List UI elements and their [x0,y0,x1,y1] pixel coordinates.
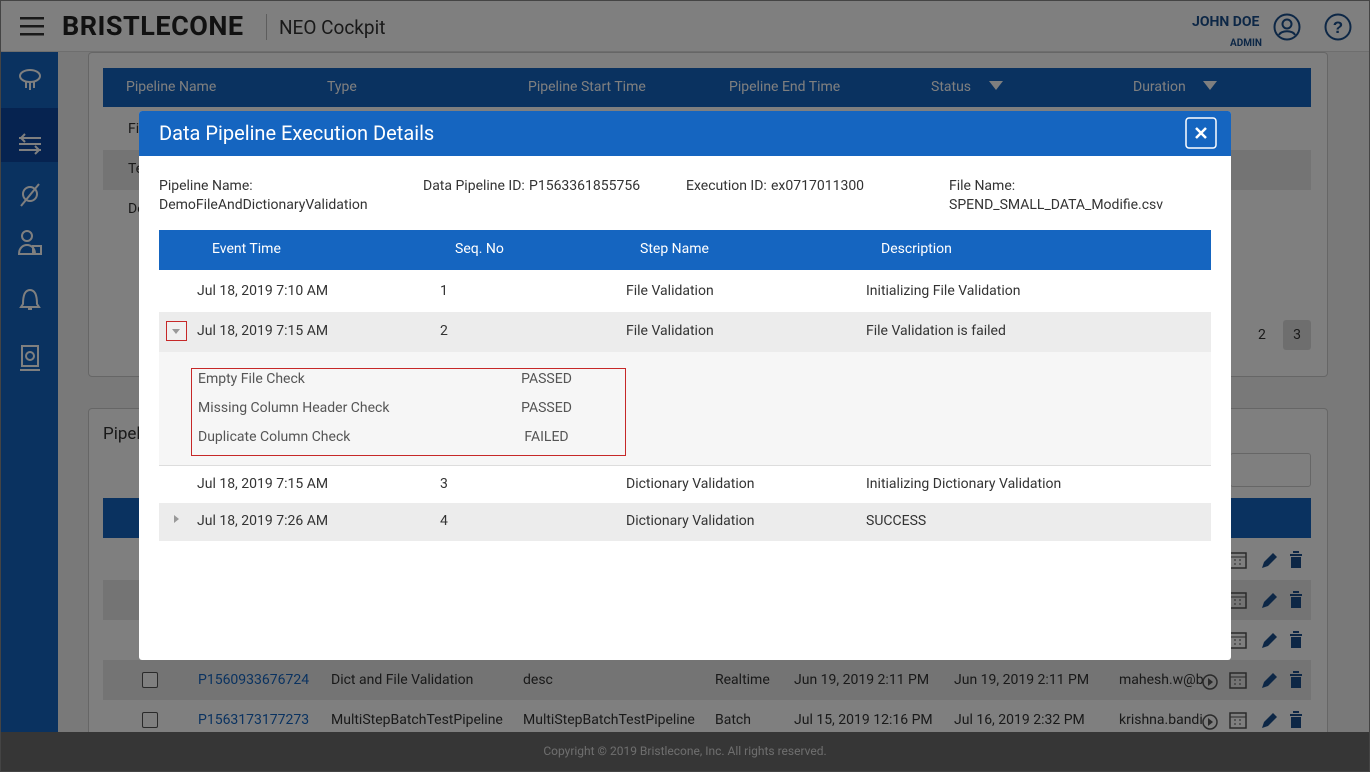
cell: Initializing Dictionary Validation [866,476,1062,492]
cell: 1 [440,283,448,299]
cell: 4 [440,513,448,529]
row-bg [159,312,1211,352]
check-name: Empty File Check [198,371,305,387]
cell: Dictionary Validation [626,513,755,529]
info-label: Pipeline Name: [159,178,253,194]
cell: 2 [440,323,448,339]
info-value: P1563361855756 [529,178,641,194]
caret-right[interactable] [174,515,179,523]
column-header: Step Name [640,241,709,257]
info-label: Execution ID: [686,178,767,194]
cell: Jul 18, 2019 7:15 AM [197,323,329,339]
cell: Initializing File Validation [866,283,1021,299]
modal-title: Data Pipeline Execution Details [159,121,435,145]
modal-header [139,111,1231,156]
column-header: Description [881,241,952,257]
column-header: Seq. No [455,241,504,257]
check-name: Missing Column Header Check [198,400,390,416]
checks-box [191,368,626,456]
cell: File Validation is failed [866,323,1006,339]
caret-down [172,329,180,334]
cell: File Validation [626,283,714,299]
column-header: Event Time [212,241,281,257]
cell: 3 [440,476,448,492]
info-label: File Name: [949,178,1016,194]
info-value: ex0717011300 [771,178,865,194]
cell: SUCCESS [866,513,927,529]
cell: Jul 18, 2019 7:15 AM [197,476,329,492]
info-label: Data Pipeline ID: [423,178,525,194]
check-status: PASSED [521,400,572,416]
check-status: PASSED [521,371,572,387]
row-bg [159,272,1211,312]
cell: Jul 18, 2019 7:10 AM [197,283,329,299]
table-header [159,230,1211,270]
row-bg [159,467,1211,503]
info-value: SPEND_SMALL_DATA_Modifie.csv [949,197,1164,213]
modal: Data Pipeline Execution Details Pipeline… [139,111,1231,660]
check-status: FAILED [524,429,569,445]
cell: Dictionary Validation [626,476,755,492]
check-name: Duplicate Column Check [198,429,351,445]
close-button[interactable] [1185,117,1217,149]
cell: File Validation [626,323,714,339]
cell: Jul 18, 2019 7:26 AM [197,513,329,529]
row-bg [159,503,1211,541]
expanded-bg [159,352,1211,466]
info-value: DemoFileAndDictionaryValidation [159,197,368,213]
